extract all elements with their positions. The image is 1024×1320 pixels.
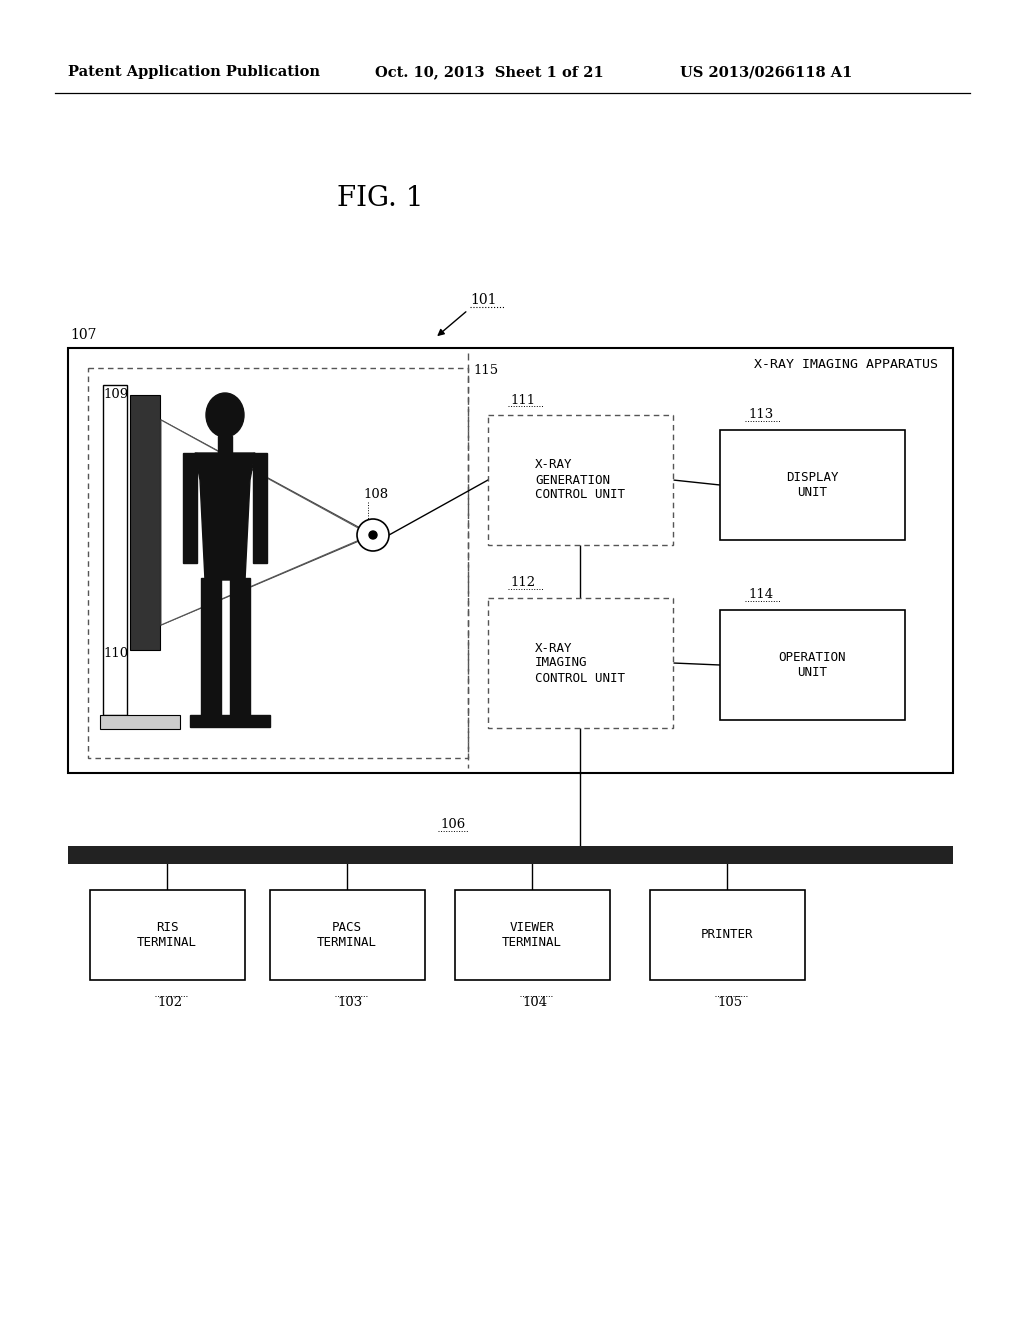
Bar [218,436,232,454]
Text: 106: 106 [440,818,465,832]
Ellipse shape [206,393,244,437]
Text: 104: 104 [522,995,547,1008]
Bar [201,578,221,715]
Text: X-RAY
IMAGING
CONTROL UNIT: X-RAY IMAGING CONTROL UNIT [535,642,625,685]
Circle shape [369,531,377,539]
Polygon shape [161,420,371,624]
Text: US 2013/0266118 A1: US 2013/0266118 A1 [680,65,852,79]
Text: Oct. 10, 2013  Sheet 1 of 21: Oct. 10, 2013 Sheet 1 of 21 [375,65,604,79]
Text: FIG. 1: FIG. 1 [337,185,423,211]
Text: OPERATION
UNIT: OPERATION UNIT [778,651,846,678]
Bar [270,890,425,979]
Text: 105: 105 [717,995,742,1008]
Text: 114: 114 [748,589,773,602]
Text: 112: 112 [510,577,536,590]
Text: 109: 109 [103,388,128,401]
Bar [650,890,805,979]
Text: RIS
TERMINAL: RIS TERMINAL [137,921,197,949]
Circle shape [357,519,389,550]
Text: 103: 103 [337,995,362,1008]
Bar [190,715,270,727]
Bar [230,578,250,715]
Text: X-RAY
GENERATION
CONTROL UNIT: X-RAY GENERATION CONTROL UNIT [535,458,625,502]
Text: 108: 108 [362,488,388,502]
Bar [253,453,267,564]
Text: Patent Application Publication: Patent Application Publication [68,65,319,79]
Text: 113: 113 [748,408,773,421]
Bar [720,430,905,540]
Text: PACS
TERMINAL: PACS TERMINAL [317,921,377,949]
Text: X-RAY IMAGING APPARATUS: X-RAY IMAGING APPARATUS [754,359,938,371]
Text: 111: 111 [510,393,536,407]
Bar [90,890,245,979]
Text: 115: 115 [473,363,498,376]
Text: 102: 102 [157,995,182,1008]
Text: VIEWER
TERMINAL: VIEWER TERMINAL [502,921,562,949]
Bar [488,414,673,545]
Bar [720,610,905,719]
Bar [100,715,180,729]
Polygon shape [195,453,255,579]
Bar [88,368,468,758]
Text: 110: 110 [103,647,128,660]
Bar [103,385,127,715]
Text: 107: 107 [70,327,96,342]
Bar [183,453,197,564]
Text: 101: 101 [470,293,497,308]
Text: PRINTER: PRINTER [700,928,754,941]
Bar [488,598,673,729]
Bar [68,846,953,865]
Text: DISPLAY
UNIT: DISPLAY UNIT [785,471,839,499]
Bar [455,890,610,979]
Bar [130,395,160,649]
Bar [68,348,953,774]
